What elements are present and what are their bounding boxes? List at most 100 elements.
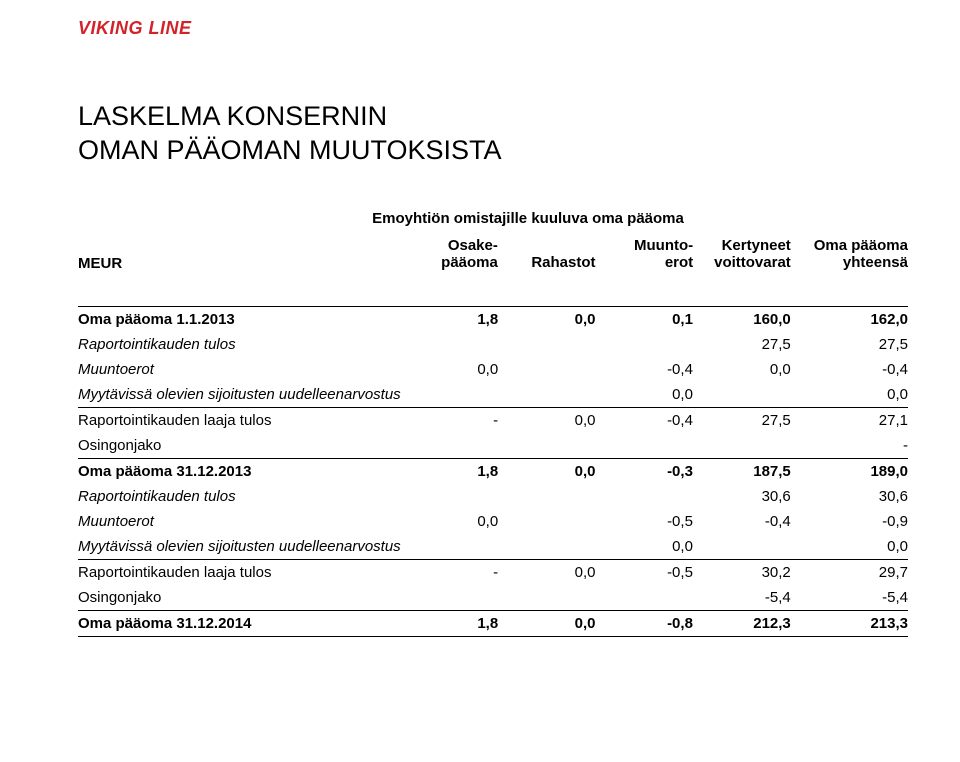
cell-value: -0,4 [595, 407, 692, 433]
cell-value: -5,4 [791, 585, 908, 611]
table-row: Oma pääoma 31.12.20141,80,0-0,8212,3213,… [78, 610, 908, 636]
cell-value [498, 585, 595, 611]
cell-value: 0,0 [693, 357, 791, 382]
col-osake: Osake- pääoma [400, 237, 498, 272]
cell-value [595, 433, 692, 459]
cell-value [498, 357, 595, 382]
cell-value: 0,0 [498, 306, 595, 332]
cell-value: 30,6 [693, 484, 791, 509]
row-label: Raportointikauden tulos [78, 484, 401, 509]
cell-value [401, 332, 498, 357]
table-row: Oma pääoma 1.1.20131,80,00,1160,0162,0 [78, 306, 908, 332]
cell-value [498, 433, 595, 459]
cell-value: - [401, 407, 498, 433]
page-title: LASKELMA KONSERNIN OMAN PÄÄOMAN MUUTOKSI… [78, 100, 908, 168]
cell-value: 0,0 [791, 382, 908, 408]
row-label: Muuntoerot [78, 509, 401, 534]
cell-value [498, 534, 595, 560]
cell-value: 0,0 [498, 610, 595, 636]
cell-value [595, 585, 692, 611]
table-header: Emoyhtiön omistajille kuuluva oma pääoma… [78, 210, 908, 274]
table-row: Muuntoerot0,0-0,40,0-0,4 [78, 357, 908, 382]
row-label: Oma pääoma 31.12.2014 [78, 610, 401, 636]
cell-value: 0,0 [498, 559, 595, 585]
cell-value: 27,1 [791, 407, 908, 433]
cell-value [595, 332, 692, 357]
super-header: Emoyhtiön omistajille kuuluva oma pääoma [298, 210, 758, 227]
cell-value [498, 484, 595, 509]
row-label: Raportointikauden tulos [78, 332, 401, 357]
cell-value: 27,5 [693, 407, 791, 433]
table-row: Raportointikauden tulos 27,527,5 [78, 332, 908, 357]
column-headers: MEUR Osake- pääoma Rahastot Muunto- erot… [78, 237, 908, 272]
cell-value: -5,4 [693, 585, 791, 611]
cell-value: 0,0 [498, 458, 595, 484]
col-kertyneet: Kertyneet voittovarat [693, 237, 791, 272]
cell-value [595, 484, 692, 509]
row-label: Osingonjako [78, 585, 401, 611]
cell-value [693, 534, 791, 560]
table-row: Osingonjako -5,4-5,4 [78, 585, 908, 611]
col-meur: MEUR [78, 255, 400, 272]
cell-value: 0,0 [401, 357, 498, 382]
row-label: Myytävissä olevien sijoitusten uudelleen… [78, 382, 401, 408]
cell-value [498, 332, 595, 357]
cell-value [498, 509, 595, 534]
row-label: Raportointikauden laaja tulos [78, 407, 401, 433]
cell-value: -0,3 [595, 458, 692, 484]
col-rahastot: Rahastot [498, 237, 596, 272]
table-row: Myytävissä olevien sijoitusten uudelleen… [78, 534, 908, 560]
page: VIKING LINE LASKELMA KONSERNIN OMAN PÄÄO… [0, 0, 960, 762]
row-label: Oma pääoma 1.1.2013 [78, 306, 401, 332]
cell-value: 27,5 [693, 332, 791, 357]
cell-value [401, 382, 498, 408]
cell-value [401, 534, 498, 560]
cell-value [693, 433, 791, 459]
row-label: Raportointikauden laaja tulos [78, 559, 401, 585]
col-oma: Oma pääoma yhteensä [791, 237, 908, 272]
cell-value: 30,2 [693, 559, 791, 585]
cell-value [693, 382, 791, 408]
col-muunto: Muunto- erot [596, 237, 694, 272]
row-label: Osingonjako [78, 433, 401, 459]
cell-value: 187,5 [693, 458, 791, 484]
cell-value: 0,0 [791, 534, 908, 560]
row-label: Myytävissä olevien sijoitusten uudelleen… [78, 534, 401, 560]
cell-value: - [791, 433, 908, 459]
cell-value: -0,4 [595, 357, 692, 382]
equity-table: Oma pääoma 1.1.20131,80,00,1160,0162,0Ra… [78, 274, 908, 637]
cell-value: 0,0 [595, 534, 692, 560]
table-row: Raportointikauden tulos 30,630,6 [78, 484, 908, 509]
cell-value [401, 433, 498, 459]
content: LASKELMA KONSERNIN OMAN PÄÄOMAN MUUTOKSI… [78, 100, 908, 637]
cell-value: -0,9 [791, 509, 908, 534]
cell-value: 27,5 [791, 332, 908, 357]
brand-logo: VIKING LINE [78, 18, 192, 39]
cell-value: 30,6 [791, 484, 908, 509]
cell-value: 1,8 [401, 306, 498, 332]
cell-value: 1,8 [401, 610, 498, 636]
title-line-2: OMAN PÄÄOMAN MUUTOKSISTA [78, 135, 502, 165]
cell-value: 0,0 [401, 509, 498, 534]
cell-value: 0,0 [498, 407, 595, 433]
table-row: Oma pääoma 31.12.20131,80,0-0,3187,5189,… [78, 458, 908, 484]
cell-value: -0,5 [595, 509, 692, 534]
cell-value: 212,3 [693, 610, 791, 636]
table-row: Osingonjako - [78, 433, 908, 459]
cell-value: 1,8 [401, 458, 498, 484]
cell-value: 213,3 [791, 610, 908, 636]
table-row: Raportointikauden laaja tulos-0,0-0,427,… [78, 407, 908, 433]
table-row: Raportointikauden laaja tulos-0,0-0,530,… [78, 559, 908, 585]
row-label: Muuntoerot [78, 357, 401, 382]
cell-value: -0,4 [791, 357, 908, 382]
cell-value: 0,0 [595, 382, 692, 408]
cell-value: -0,8 [595, 610, 692, 636]
cell-value: 162,0 [791, 306, 908, 332]
cell-value: 29,7 [791, 559, 908, 585]
title-line-1: LASKELMA KONSERNIN [78, 101, 387, 131]
cell-value: -0,4 [693, 509, 791, 534]
table-row: Myytävissä olevien sijoitusten uudelleen… [78, 382, 908, 408]
cell-value [498, 382, 595, 408]
cell-value: 160,0 [693, 306, 791, 332]
table-row: Muuntoerot0,0 -0,5-0,4-0,9 [78, 509, 908, 534]
